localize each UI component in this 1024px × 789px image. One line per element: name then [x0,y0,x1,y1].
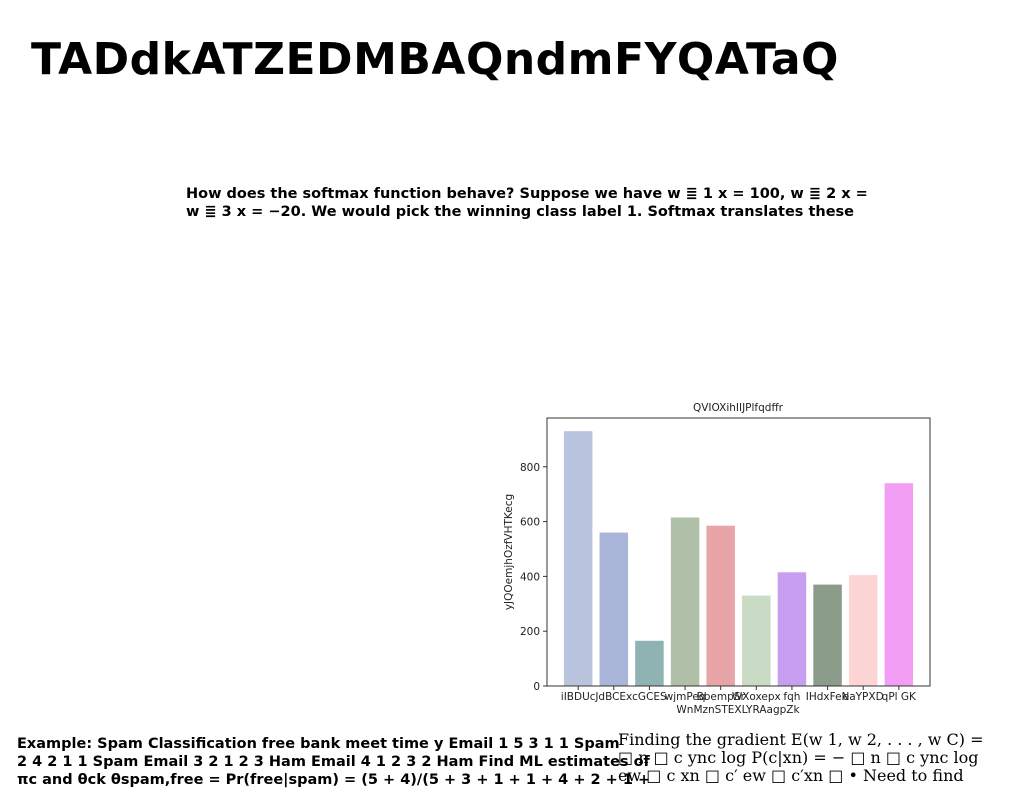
text-line: Example: Spam Classification free bank m… [17,736,620,752]
x-tick-label: BbempSr [697,691,746,703]
bar [848,575,878,686]
text-line: w ≣ 3 x = −20. We would pick the winning… [186,204,855,220]
x-tick-label: qPl GK [882,691,917,703]
y-tick-label: 200 [520,626,540,638]
y-axis-label: yJQOemjhOzfVHTKecg [503,494,515,610]
x-tick-label: iIBDUc [561,691,596,703]
text-line: 2 4 2 1 1 Spam Email 3 2 1 2 3 Ham Email… [17,754,650,770]
x-tick-label: cGCES [632,691,667,703]
bar [813,584,842,686]
bar [670,517,700,686]
x-tick-label: JdBCEx [594,691,632,703]
bar [599,532,629,686]
bar [563,431,593,686]
x-tick-label: wjmPeq [665,691,706,703]
bar [635,640,664,686]
y-tick-label: 0 [533,681,540,693]
bar [884,483,914,686]
intro-text: How does the softmax function behave? Su… [186,185,868,221]
chart-title: QVIOXihIIJPlfqdffr [693,402,784,414]
gradient-text: Finding the gradient E(w 1, w 2, . . . ,… [618,731,984,785]
text-line: How does the softmax function behave? Su… [186,186,868,202]
x-tick-label: eaYPXD [843,691,884,703]
bar [777,572,807,686]
bar [742,595,771,686]
page-title: TADdkATZEDMBAQndmFYQATaQ [31,34,839,85]
x-tick-label: IHdxFeN [806,691,850,703]
bar [706,525,735,686]
text-line: □ n □ c ync log P(c|xn) = − □ n □ c ync … [618,748,979,767]
text-line: ew □ c xn □ c′ ew □ c′xn □ • Need to fin… [618,766,964,785]
text-line: Finding the gradient E(w 1, w 2, . . . ,… [618,730,984,749]
chart: QVIOXihIIJPlfqdffr WnMznSTEXLYRAagpZk yJ… [503,402,931,716]
x-tick-label: fqh [783,691,800,703]
x-axis-label: WnMznSTEXLYRAagpZk [676,704,800,716]
x-tick-label: WXoxepx [732,691,781,703]
y-tick-label: 400 [520,571,540,583]
y-tick-label: 600 [520,517,540,529]
plot-frame [546,417,931,687]
example-text: Example: Spam Classification free bank m… [17,735,650,789]
text-line: πc and θck θspam,free = Pr(free|spam) = … [17,772,651,788]
y-tick-label: 800 [520,462,540,474]
